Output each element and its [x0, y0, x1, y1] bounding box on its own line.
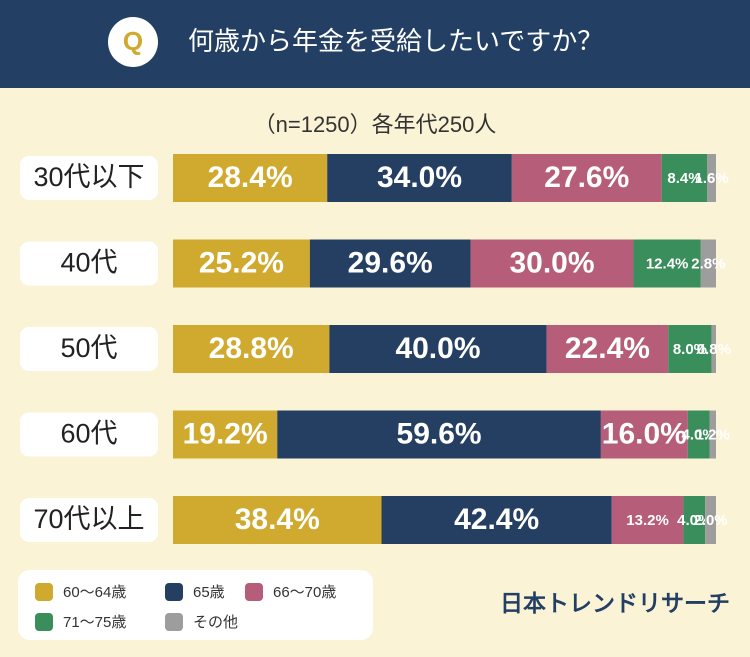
bar-segment — [309, 239, 471, 288]
legend-box — [18, 570, 373, 640]
bar-segment — [173, 154, 328, 202]
value-label: 4.0% — [682, 426, 716, 443]
category-label: 70代以上 — [33, 504, 144, 534]
bar-segment — [705, 496, 716, 544]
category-label: 60代 — [60, 419, 117, 449]
bar-segment — [470, 239, 634, 288]
category-box — [20, 156, 158, 200]
value-label: 1.6% — [695, 170, 729, 187]
legend-swatch — [245, 583, 263, 601]
bar-segment — [709, 410, 716, 459]
value-label: 27.6% — [544, 161, 629, 194]
value-label: 34.0% — [377, 161, 462, 194]
bar-segment — [511, 154, 662, 202]
legend-label: 65歳 — [193, 584, 225, 601]
bar-segment — [173, 325, 330, 373]
category-box — [20, 498, 158, 542]
category-box — [20, 412, 158, 457]
legend-label: 66〜70歳 — [273, 584, 336, 601]
brand: 日本トレンドリサーチ — [500, 590, 730, 616]
bar-segment — [633, 239, 701, 288]
value-label: 30.0% — [509, 246, 594, 279]
category-box — [20, 241, 158, 286]
legend-label: 71〜75歳 — [63, 614, 126, 631]
value-label: 8.0% — [673, 341, 707, 358]
category-box — [20, 327, 158, 371]
value-label: 38.4% — [235, 503, 320, 536]
value-label: 0.8% — [697, 341, 731, 358]
bar-segment — [381, 496, 612, 544]
value-label: 8.4% — [667, 170, 701, 187]
value-label: 22.4% — [565, 332, 650, 365]
category-label: 40代 — [60, 248, 117, 278]
bar-segment — [173, 410, 278, 459]
value-label: 25.2% — [199, 246, 284, 279]
value-label: 28.4% — [208, 161, 293, 194]
category-label: 50代 — [60, 333, 117, 363]
badge-circle — [108, 17, 158, 67]
value-label: 2.0% — [693, 512, 727, 529]
value-label: 16.0% — [602, 417, 687, 450]
legend-label: その他 — [193, 614, 238, 631]
bar-segment — [687, 410, 710, 459]
legend-swatch — [35, 613, 53, 631]
legend-swatch — [165, 583, 183, 601]
value-label: 12.4% — [646, 255, 689, 272]
bar-segment — [173, 239, 310, 288]
value-label: 19.2% — [183, 417, 268, 450]
value-label: 28.8% — [209, 332, 294, 365]
legend-label: 60〜64歳 — [63, 584, 126, 601]
bar-segment — [661, 154, 708, 202]
value-label: 1.2% — [696, 426, 730, 443]
bar-segment — [277, 410, 601, 459]
bar-segment — [329, 325, 547, 373]
bar-segment — [711, 325, 716, 373]
bar-segment — [327, 154, 512, 202]
bar-segment — [707, 154, 716, 202]
category-label: 30代以下 — [33, 162, 144, 192]
value-label: 42.4% — [454, 503, 539, 536]
bar-segment — [668, 325, 712, 373]
subtitle: （n=1250）各年代250人 — [254, 112, 497, 137]
bar-segment — [173, 496, 382, 544]
legend-swatch — [165, 613, 183, 631]
bar-segment — [600, 410, 688, 459]
value-label: 59.6% — [397, 417, 482, 450]
value-label: 29.6% — [348, 246, 433, 279]
badge: Q — [123, 26, 143, 56]
value-label: 2.8% — [691, 255, 725, 272]
legend-swatch — [35, 583, 53, 601]
title: 何歳から年金を受給したいですか？ — [188, 26, 603, 56]
value-label: 13.2% — [626, 512, 669, 529]
bar-segment — [546, 325, 669, 373]
value-label: 4.0% — [677, 512, 711, 529]
value-label: 40.0% — [395, 332, 480, 365]
bar-segment — [683, 496, 706, 544]
bar-segment — [700, 239, 716, 288]
bar-segment — [611, 496, 684, 544]
